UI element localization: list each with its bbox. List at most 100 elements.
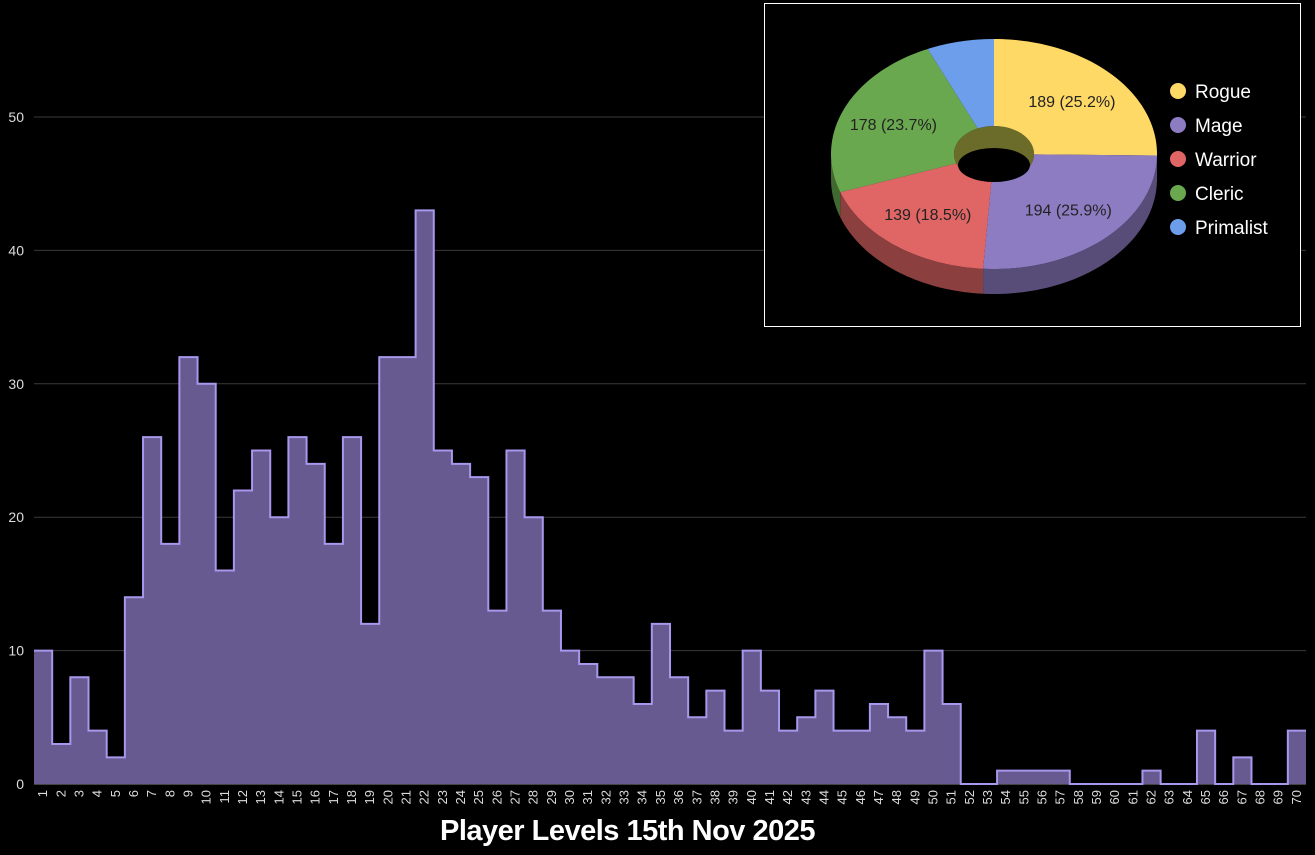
x-tick-label: 41 [762, 790, 777, 804]
level-bar [924, 651, 942, 784]
level-bar [125, 597, 143, 784]
legend-label: Warrior [1195, 150, 1257, 171]
legend-label: Rogue [1195, 82, 1251, 103]
y-tick-label: 50 [8, 109, 24, 125]
level-bar [597, 677, 615, 784]
level-bar [161, 544, 179, 784]
x-tick-label: 57 [1053, 790, 1068, 804]
level-bar [1197, 731, 1215, 784]
level-bar [343, 437, 361, 784]
y-tick-label: 20 [8, 509, 24, 525]
x-tick-label: 17 [326, 790, 341, 804]
y-axis-ticks: 0 10 20 30 40 50 [8, 109, 24, 792]
x-tick-label: 8 [162, 790, 177, 797]
level-bar [325, 544, 343, 784]
x-tick-label: 63 [1162, 790, 1177, 804]
x-tick-label: 61 [1125, 790, 1140, 804]
legend-swatch [1170, 219, 1186, 235]
legend-swatch [1170, 117, 1186, 133]
x-tick-label: 11 [217, 790, 232, 804]
pie-slice-side [983, 155, 1157, 294]
level-bar [888, 717, 906, 784]
x-tick-label: 46 [853, 790, 868, 804]
pie-value-label: 189 (25.2%) [1028, 94, 1115, 111]
legend-swatch [1170, 83, 1186, 99]
x-tick-label: 40 [744, 790, 759, 804]
level-bar [198, 384, 216, 784]
x-tick-label: 18 [344, 790, 359, 804]
x-tick-label: 39 [726, 790, 741, 804]
x-tick-label: 45 [835, 790, 850, 804]
level-bar [797, 717, 815, 784]
donut-hole [958, 148, 1030, 182]
level-bar [270, 517, 288, 784]
x-tick-label: 1 [35, 790, 50, 797]
pie-slice-side [840, 192, 984, 294]
pie-slice-primalist [927, 39, 994, 129]
x-tick-label: 33 [617, 790, 632, 804]
x-tick-label: 36 [671, 790, 686, 804]
pie-value-label: 178 (23.7%) [850, 117, 937, 134]
x-tick-label: 50 [925, 790, 940, 804]
class-pie-panel: 189 (25.2%) 194 (25.9%) 139 (18.5%) 178 (23… [764, 3, 1301, 327]
x-tick-label: 70 [1289, 790, 1304, 804]
level-bar [852, 731, 870, 784]
x-tick-label: 62 [1144, 790, 1159, 804]
x-tick-label: 21 [399, 790, 414, 804]
x-tick-label: 65 [1198, 790, 1213, 804]
pie-value-label: 194 (25.9%) [1025, 202, 1112, 219]
x-tick-label: 2 [53, 790, 68, 797]
x-tick-label: 15 [289, 790, 304, 804]
chart-title: Player Levels 15th Nov 2025 [439, 815, 816, 847]
x-tick-label: 52 [962, 790, 977, 804]
x-tick-label: 51 [944, 790, 959, 804]
x-tick-label: 5 [108, 790, 123, 797]
x-tick-label: 28 [526, 790, 541, 804]
level-bar [815, 691, 833, 784]
x-tick-label: 13 [253, 790, 268, 804]
x-tick-label: 26 [489, 790, 504, 804]
pie-slices [831, 39, 1157, 294]
x-tick-label: 56 [1035, 790, 1050, 804]
level-bar [634, 704, 652, 784]
level-bar [1015, 771, 1033, 784]
level-bar [834, 731, 852, 784]
x-tick-label: 29 [544, 790, 559, 804]
x-tick-label: 60 [1107, 790, 1122, 804]
x-tick-label: 27 [508, 790, 523, 804]
level-bar [725, 731, 743, 784]
x-tick-label: 44 [816, 790, 831, 804]
level-bar [688, 717, 706, 784]
x-tick-label: 24 [453, 790, 468, 804]
level-bar [143, 437, 161, 784]
level-bar [997, 771, 1015, 784]
x-tick-label: 7 [144, 790, 159, 797]
level-bar [307, 464, 325, 784]
level-bar [579, 664, 597, 784]
level-bar [870, 704, 888, 784]
x-tick-label: 14 [271, 790, 286, 804]
x-tick-label: 38 [707, 790, 722, 804]
level-bar [107, 757, 125, 784]
x-tick-label: 4 [90, 790, 105, 797]
x-tick-label: 16 [308, 790, 323, 804]
x-tick-label: 6 [126, 790, 141, 797]
level-bar [906, 731, 924, 784]
level-bar [943, 704, 961, 784]
x-tick-label: 34 [635, 790, 650, 804]
x-tick-label: 20 [380, 790, 395, 804]
x-tick-label: 9 [180, 790, 195, 797]
pie-slice-warrior [840, 163, 992, 269]
level-bar [34, 651, 52, 784]
level-bar [652, 624, 670, 784]
y-tick-label: 30 [8, 376, 24, 392]
x-tick-label: 31 [580, 790, 595, 804]
level-bar [506, 451, 524, 785]
x-tick-label: 35 [653, 790, 668, 804]
level-bar [288, 437, 306, 784]
class-pie-chart: 189 (25.2%) 194 (25.9%) 139 (18.5%) 178 (23… [831, 39, 1269, 294]
x-tick-label: 55 [1016, 790, 1031, 804]
x-tick-label: 59 [1089, 790, 1104, 804]
level-bar [434, 451, 452, 785]
x-tick-label: 54 [998, 790, 1013, 804]
